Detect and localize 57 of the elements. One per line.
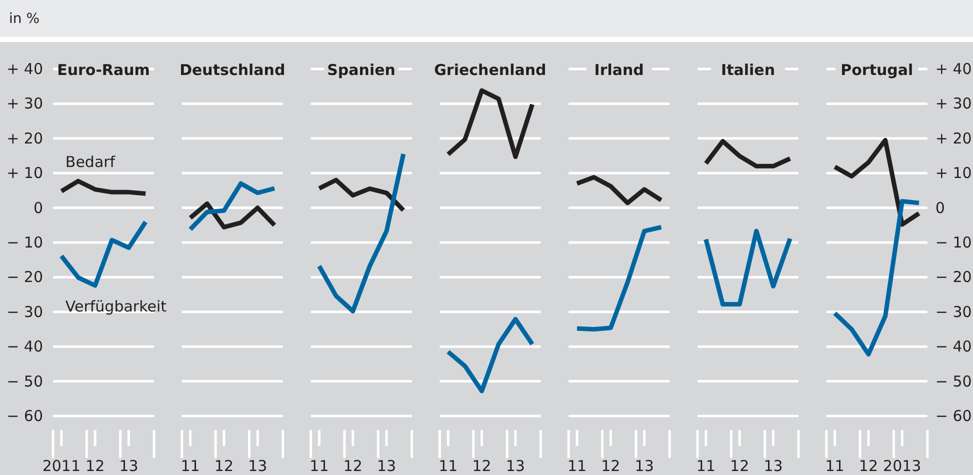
y-tick-label: − 20 bbox=[6, 268, 43, 286]
y-tick-label: 0 bbox=[33, 198, 43, 217]
x-tick-label: 12 bbox=[86, 457, 105, 475]
x-tick-label: 11 bbox=[696, 457, 716, 475]
y-tick-label: + 10 bbox=[935, 164, 972, 182]
y-tick-label: + 40 bbox=[935, 60, 972, 78]
x-tick-label: 12 bbox=[730, 457, 750, 475]
y-tick-label: + 20 bbox=[935, 129, 972, 148]
y-tick-label: − 40 bbox=[935, 338, 972, 356]
x-tick-label: 13 bbox=[248, 457, 268, 475]
y-axis-title: in % bbox=[9, 11, 40, 27]
line-series bbox=[59, 220, 148, 288]
y-tick-label: − 10 bbox=[6, 234, 43, 252]
x-tick-label: 13 bbox=[764, 457, 783, 475]
chart-title: Italien bbox=[720, 61, 776, 79]
x-tick-label: 2011 bbox=[42, 457, 81, 475]
chart-title: Irland bbox=[594, 61, 644, 79]
chart-title: Deutschland bbox=[180, 61, 286, 79]
y-tick-label: − 50 bbox=[6, 372, 43, 390]
x-tick-label: 13 bbox=[119, 457, 138, 475]
x-tick-label: 11 bbox=[438, 457, 458, 475]
x-tick-label: 11 bbox=[825, 457, 844, 475]
y-tick-label: − 60 bbox=[935, 407, 972, 425]
chart-title: Griechenland bbox=[434, 61, 546, 79]
y-tick-label: + 20 bbox=[6, 129, 43, 148]
y-tick-label: − 30 bbox=[935, 302, 972, 321]
y-tick-label: − 60 bbox=[6, 407, 43, 425]
y-tick-label: + 30 bbox=[935, 94, 972, 113]
x-tick-label: 12 bbox=[343, 457, 362, 475]
y-tick-label: − 30 bbox=[6, 302, 43, 321]
y-tick-label: − 50 bbox=[935, 372, 972, 390]
x-tick-label: 13 bbox=[377, 457, 396, 475]
series-label: Bedarf bbox=[65, 153, 116, 172]
line-series bbox=[59, 178, 148, 196]
chart-title: Portugal bbox=[840, 61, 914, 79]
x-tick-label: 12 bbox=[472, 457, 492, 475]
series-label: Verfügbarkeit bbox=[65, 298, 167, 316]
x-tick-label: 11 bbox=[310, 457, 329, 475]
line-series bbox=[832, 198, 922, 356]
y-tick-label: − 10 bbox=[935, 234, 972, 252]
x-tick-label: 11 bbox=[180, 457, 200, 475]
y-tick-label: − 40 bbox=[6, 338, 43, 356]
y-tick-label: 0 bbox=[935, 198, 945, 217]
line-series bbox=[832, 138, 922, 227]
x-tick-label: 12 bbox=[214, 457, 234, 475]
x-tick-label: 11 bbox=[567, 457, 587, 475]
y-tick-label: + 10 bbox=[6, 164, 43, 182]
y-tick-label: + 40 bbox=[6, 60, 43, 78]
x-tick-label: 13 bbox=[634, 457, 654, 475]
x-tick-label: 2013 bbox=[883, 457, 922, 475]
x-tick-label: 12 bbox=[601, 457, 620, 475]
x-tick-label: 13 bbox=[506, 457, 525, 475]
chart-title: Spanien bbox=[327, 61, 396, 79]
y-tick-label: + 30 bbox=[6, 94, 43, 113]
y-tick-label: − 20 bbox=[935, 268, 972, 286]
chart-title: Euro-Raum bbox=[57, 61, 150, 79]
x-tick-label: 12 bbox=[858, 457, 878, 475]
